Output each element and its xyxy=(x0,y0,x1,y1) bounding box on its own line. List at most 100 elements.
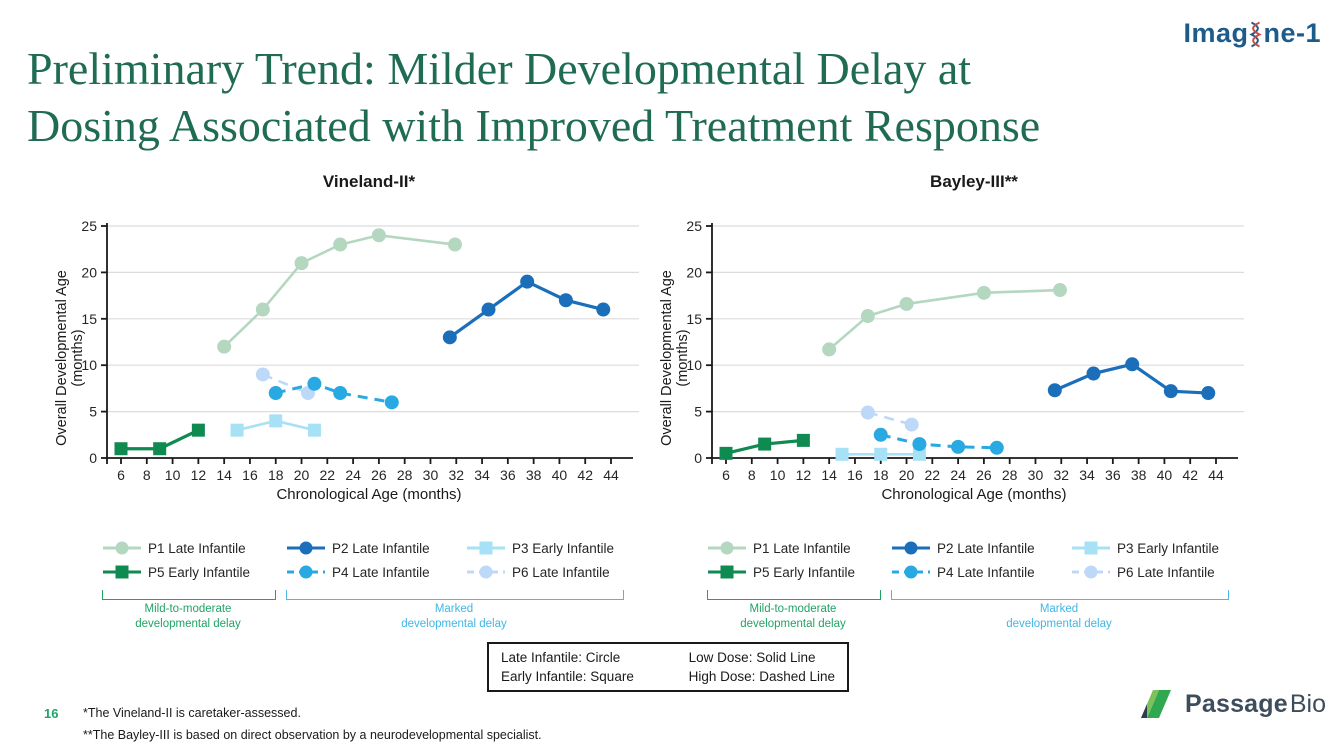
svg-text:30: 30 xyxy=(1028,467,1044,483)
svg-text:14: 14 xyxy=(821,467,837,483)
legend-item-p1: P1 Late Infantile xyxy=(102,540,286,556)
imagine-1-logo: Imag ne-1 xyxy=(1183,18,1321,49)
passage-logo-text-light: Bio xyxy=(1289,689,1327,718)
data-point-p5 xyxy=(114,442,128,456)
marked-delay-label: Marked developmental delay xyxy=(401,603,507,630)
svg-text:20: 20 xyxy=(81,264,97,280)
svg-text:10: 10 xyxy=(165,467,181,483)
svg-text:5: 5 xyxy=(89,404,97,420)
legend-label: P4 Late Infantile xyxy=(332,564,430,580)
svg-text:42: 42 xyxy=(577,467,593,483)
svg-text:15: 15 xyxy=(81,311,97,327)
legend-item-p4: P4 Late Infantile xyxy=(286,564,466,580)
data-point-p1 xyxy=(255,302,270,317)
svg-text:12: 12 xyxy=(796,467,812,483)
svg-text:18: 18 xyxy=(873,467,889,483)
data-point-p2 xyxy=(520,274,535,289)
data-point-p4 xyxy=(384,395,399,410)
data-point-p1 xyxy=(217,339,232,354)
data-point-p4 xyxy=(268,386,283,401)
data-point-p4 xyxy=(912,437,927,452)
vineland-chart-panel: Vineland-II* Overall Developmental Age (… xyxy=(54,170,660,520)
data-point-p3 xyxy=(912,447,926,461)
legend-item-p5: P5 Early Infantile xyxy=(707,564,891,580)
page-title-line2: Dosing Associated with Improved Treatmen… xyxy=(27,100,1041,151)
footnote-vineland: *The Vineland-II is caretaker-assessed. xyxy=(83,706,301,720)
legend-label: P2 Late Infantile xyxy=(332,540,430,556)
svg-text:40: 40 xyxy=(1157,467,1173,483)
data-point-p1 xyxy=(899,296,914,311)
data-point-p1 xyxy=(1052,283,1067,298)
data-point-p2 xyxy=(1086,366,1101,381)
data-point-p2 xyxy=(1163,384,1178,399)
data-point-p3 xyxy=(835,447,849,461)
svg-text:20: 20 xyxy=(899,467,915,483)
svg-text:20: 20 xyxy=(294,467,310,483)
svg-text:34: 34 xyxy=(1079,467,1095,483)
svg-text:12: 12 xyxy=(191,467,207,483)
legend-label: P3 Early Infantile xyxy=(1117,540,1220,556)
svg-text:15: 15 xyxy=(686,311,702,327)
svg-text:6: 6 xyxy=(117,467,125,483)
series-line-p4 xyxy=(880,433,997,450)
data-point-p6 xyxy=(904,417,919,432)
svg-text:34: 34 xyxy=(474,467,490,483)
legend-marker-p1 xyxy=(708,541,746,555)
svg-text:36: 36 xyxy=(500,467,516,483)
data-point-p2 xyxy=(1047,383,1062,398)
svg-text:0: 0 xyxy=(89,450,97,466)
data-point-p6 xyxy=(860,405,875,420)
passage-bio-logo: Passage Bio xyxy=(1141,688,1326,720)
data-point-p1 xyxy=(294,256,309,271)
data-point-p2 xyxy=(1201,386,1216,401)
data-point-p2 xyxy=(481,302,496,317)
legend-marker-p1 xyxy=(103,541,141,555)
svg-text:0: 0 xyxy=(694,450,702,466)
legend-label: P5 Early Infantile xyxy=(753,564,856,580)
bayley-chart-title: Bayley-III** xyxy=(930,172,1018,191)
legend-marker-p6 xyxy=(467,565,505,579)
mild-delay-bracket xyxy=(707,590,881,600)
bayley-chart-panel: Bayley-III** Overall Developmental Age (… xyxy=(659,170,1265,520)
legend-marker-p6 xyxy=(1072,565,1110,579)
vineland-chart-title: Vineland-II* xyxy=(322,172,416,191)
data-point-p2 xyxy=(596,302,611,317)
data-point-p5 xyxy=(796,433,810,447)
marked-delay-bracket xyxy=(286,590,624,600)
footnote-bayley: **The Bayley-III is based on direct obse… xyxy=(83,727,542,742)
svg-text:32: 32 xyxy=(448,467,464,483)
data-point-p4 xyxy=(951,439,966,454)
series-line-p1 xyxy=(223,233,456,348)
svg-text:18: 18 xyxy=(268,467,284,483)
legend-marker-p2 xyxy=(892,541,930,555)
legend-item-p3: P3 Early Infantile xyxy=(466,540,637,556)
legend-item-p2: P2 Late Infantile xyxy=(286,540,466,556)
legend-label: P1 Late Infantile xyxy=(753,540,851,556)
legend-marker-p4 xyxy=(892,565,930,579)
data-point-p5 xyxy=(153,442,167,456)
data-point-p4 xyxy=(307,376,322,391)
legend-item-p6: P6 Late Infantile xyxy=(466,564,637,580)
series-line-p6 xyxy=(262,373,309,395)
mild-delay-bracket xyxy=(102,590,276,600)
imagine-logo-text-right: ne-1 xyxy=(1263,18,1321,48)
svg-text:10: 10 xyxy=(686,357,702,373)
svg-text:40: 40 xyxy=(552,467,568,483)
data-point-p4 xyxy=(989,440,1004,455)
marker-key-box: Late Infantile: Circle Early Infantile: … xyxy=(487,642,849,692)
legend-label: P5 Early Infantile xyxy=(148,564,251,580)
svg-text:22: 22 xyxy=(925,467,941,483)
data-point-p3 xyxy=(874,447,888,461)
legend-marker-p3 xyxy=(467,541,505,555)
svg-text:8: 8 xyxy=(143,467,151,483)
data-point-p1 xyxy=(860,309,875,324)
data-point-p4 xyxy=(873,427,888,442)
marked-delay-bracket xyxy=(891,590,1229,600)
data-point-p1 xyxy=(333,237,348,252)
legend-marker-p2 xyxy=(287,541,325,555)
svg-text:42: 42 xyxy=(1182,467,1198,483)
bayley-legend: P1 Late Infantile P2 Late Infantile P3 Ear… xyxy=(707,540,1242,580)
legend-item-p3: P3 Early Infantile xyxy=(1071,540,1242,556)
svg-text:25: 25 xyxy=(686,218,702,234)
key-high-dose: High Dose: Dashed Line xyxy=(688,669,835,684)
